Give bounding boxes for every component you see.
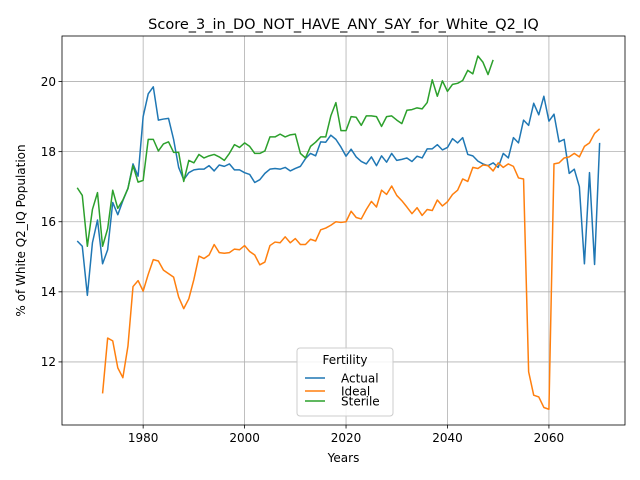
legend-label-sterile: Sterile	[341, 395, 380, 409]
y-ticks: 12 14 16 18 20	[41, 75, 62, 369]
axes-frame	[61, 35, 626, 426]
x-tick-label: 2000	[229, 431, 260, 445]
y-tick-label: 20	[41, 75, 56, 89]
x-ticks: 1980 2000 2020 2040 2060	[128, 425, 564, 445]
y-tick-label: 16	[41, 215, 56, 229]
x-tick-label: 1980	[128, 431, 159, 445]
y-axis-label: % of White Q2_IQ Population	[14, 144, 28, 316]
series-line-ideal	[101, 128, 601, 410]
x-axis-label: Years	[327, 451, 360, 465]
series-line-actual	[76, 86, 601, 297]
legend-box	[296, 347, 394, 417]
y-tick-label: 12	[41, 355, 56, 369]
legend-title: Fertility	[322, 353, 367, 367]
y-tick-label: 14	[41, 285, 56, 299]
legend-label-ideal: Ideal	[341, 385, 370, 399]
x-tick-label: 2060	[534, 431, 565, 445]
chart-title: Score_3_in_DO_NOT_HAVE_ANY_SAY_for_White…	[148, 17, 539, 33]
x-tick-label: 2020	[331, 431, 362, 445]
y-tick-label: 18	[41, 145, 56, 159]
legend: Fertility Actual Ideal Sterile	[296, 347, 394, 417]
x-tick-label: 2040	[432, 431, 463, 445]
legend-label-actual: Actual	[341, 372, 379, 386]
series-layer	[76, 55, 601, 410]
series-line-sterile	[76, 55, 494, 248]
